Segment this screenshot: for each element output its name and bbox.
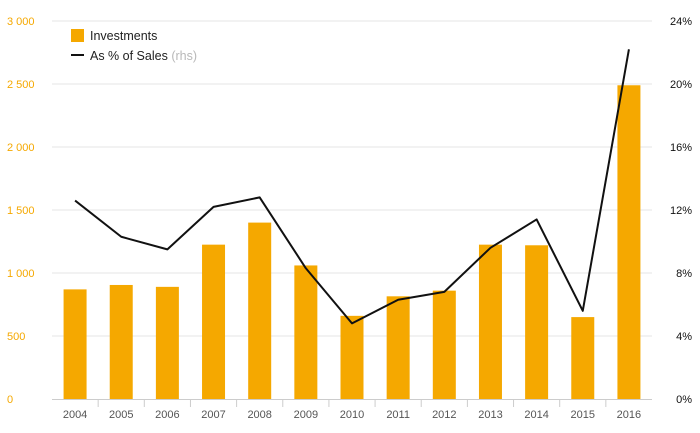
bar-investments-2008 [248, 222, 272, 399]
y-right-tick-label: 20% [670, 79, 692, 91]
bars [63, 85, 641, 399]
x-tick-label: 2006 [155, 409, 179, 421]
bar-investments-2009 [294, 265, 318, 399]
bar-investments-2007 [202, 244, 226, 399]
legend: Investments As % of Sales (rhs) [71, 29, 197, 63]
y-right-tick-label: 0% [676, 394, 692, 406]
bar-investments-2004 [63, 289, 87, 399]
y-left-tick-label: 0 [7, 394, 13, 406]
y-left-tick-label: 1 000 [7, 268, 35, 280]
bar-investments-2015 [571, 317, 595, 399]
x-tick-label: 2014 [524, 409, 548, 421]
x-tick-label: 2007 [201, 409, 225, 421]
x-tick-label: 2012 [432, 409, 456, 421]
x-tick-label: 2009 [294, 409, 318, 421]
line-series [74, 49, 630, 325]
legend-label-line: As % of Sales (rhs) [90, 49, 197, 63]
y-left-tick-label: 500 [7, 331, 25, 343]
y-right-tick-label: 24% [670, 16, 692, 28]
legend-swatch-investments [71, 29, 84, 42]
x-tick-label: 2016 [617, 409, 641, 421]
legend-line-text: As % of Sales [90, 49, 168, 63]
bar-investments-2006 [155, 286, 179, 399]
y-right-tick-label: 16% [670, 142, 692, 154]
legend-label-investments: Investments [90, 29, 157, 43]
bar-investments-2010 [340, 315, 364, 399]
x-tick-label: 2004 [63, 409, 87, 421]
bar-investments-2012 [432, 290, 456, 399]
bar-investments-2014 [525, 245, 549, 399]
x-tick-label: 2013 [478, 409, 502, 421]
x-tick-label: 2011 [386, 409, 410, 421]
x-tick-label: 2010 [340, 409, 364, 421]
bar-investments-2005 [109, 284, 133, 399]
bar-investments-2013 [478, 244, 502, 399]
axes: 0 500 1 000 1 500 2 000 2 500 3 000 0% 4% 8% 12% 16… [7, 16, 692, 421]
legend-line-note: (rhs) [171, 49, 197, 63]
y-left-tick-label: 3 000 [7, 16, 35, 28]
x-tick-label: 2008 [247, 409, 271, 421]
y-right-tick-label: 4% [676, 331, 692, 343]
y-left-tick-label: 2 000 [7, 142, 35, 154]
bar-investments-2016 [617, 85, 641, 399]
x-tick-label: 2005 [109, 409, 133, 421]
bar-investments-2011 [386, 296, 410, 399]
y-left-tick-label: 1 500 [7, 205, 35, 217]
y-right-tick-label: 12% [670, 205, 692, 217]
y-right-tick-label: 8% [676, 268, 692, 280]
y-left-tick-label: 2 500 [7, 79, 35, 91]
x-tick-label: 2015 [571, 409, 595, 421]
gridlines [52, 20, 652, 337]
